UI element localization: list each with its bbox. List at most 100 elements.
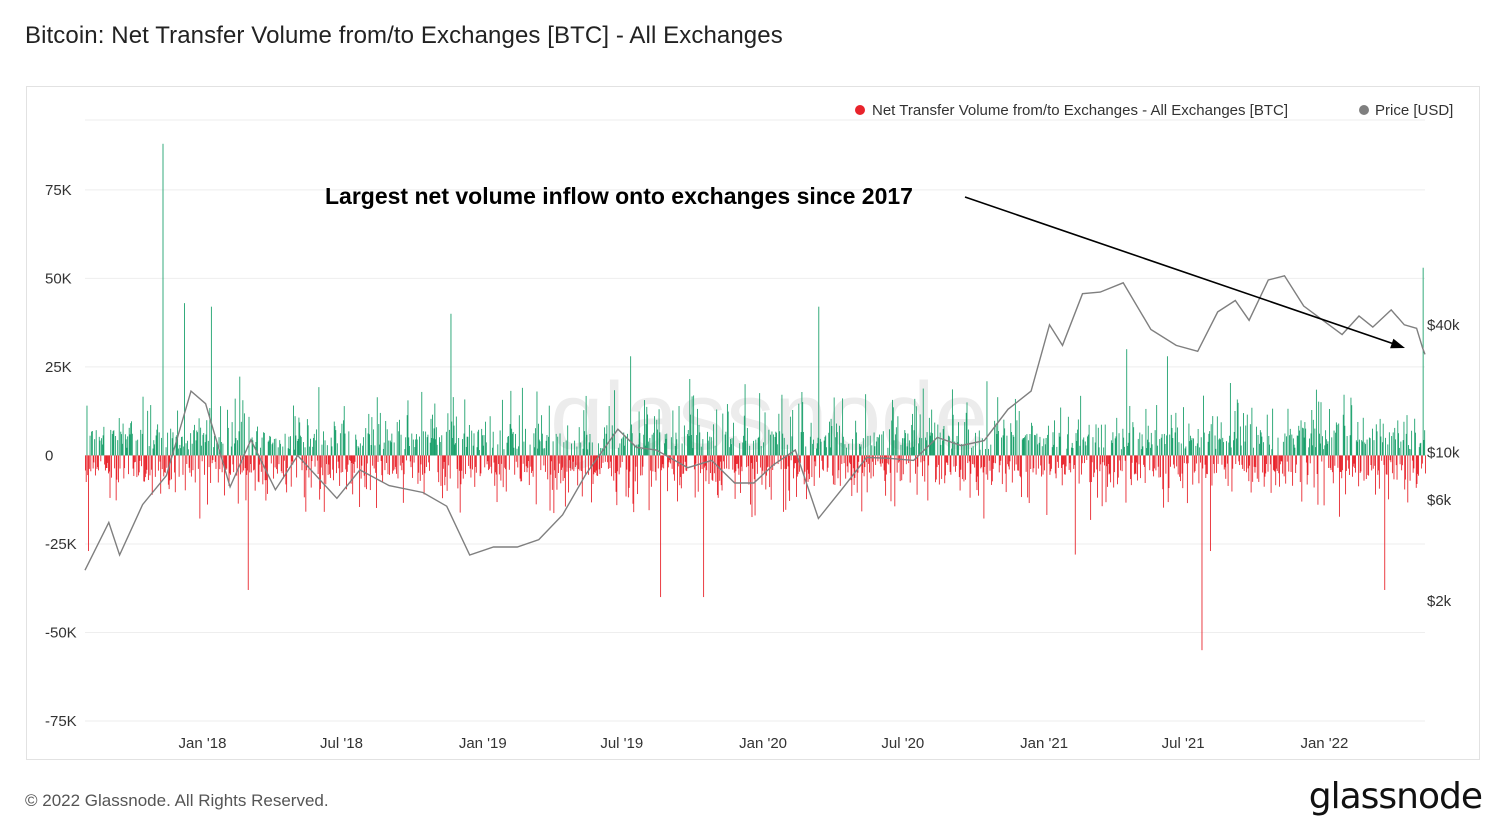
outflow-bar <box>975 455 977 482</box>
inflow-bar <box>355 434 357 456</box>
inflow-bar <box>1392 432 1394 456</box>
outflow-bar <box>320 455 322 468</box>
inflow-bar <box>1001 437 1002 456</box>
outflow-bar <box>281 455 283 474</box>
y-tick-label: -50K <box>45 624 77 641</box>
outflow-bar <box>1074 455 1076 555</box>
outflow-bar <box>438 455 440 483</box>
outflow-bar <box>1411 455 1413 461</box>
inflow-bar <box>1314 428 1316 456</box>
outflow-bar <box>1391 455 1393 474</box>
inflow-bar <box>627 433 629 456</box>
outflow-bar <box>249 455 251 473</box>
outflow-bar <box>417 455 419 484</box>
inflow-bar <box>1139 432 1141 456</box>
inflow-bar <box>295 435 297 456</box>
outflow-bar <box>1105 455 1107 503</box>
outflow-bar <box>210 455 212 483</box>
outflow-bar <box>1201 455 1203 651</box>
inflow-bar <box>1024 435 1026 456</box>
outflow-bar <box>667 455 668 492</box>
outflow-bar <box>1348 455 1350 469</box>
inflow-bar <box>257 426 258 456</box>
inflow-bar <box>379 412 381 456</box>
inflow-bar <box>1029 434 1031 456</box>
outflow-bar <box>1130 455 1131 480</box>
outflow-bar <box>111 455 112 478</box>
price-tick-label: $2k <box>1427 593 1452 610</box>
outflow-bar <box>174 455 176 493</box>
outflow-bar <box>387 455 389 475</box>
outflow-bar <box>491 455 493 474</box>
inflow-bar <box>120 431 122 456</box>
inflow-bar <box>275 438 277 456</box>
outflow-bar <box>244 455 246 469</box>
outflow-bar <box>1051 455 1052 469</box>
outflow-bar <box>480 455 482 474</box>
outflow-bar <box>1247 455 1249 469</box>
inflow-bar <box>89 435 91 456</box>
outflow-bar <box>1281 455 1283 462</box>
outflow-bar <box>741 455 743 472</box>
inflow-bar <box>378 424 380 456</box>
outflow-bar <box>1140 455 1141 479</box>
outflow-bar <box>364 455 366 488</box>
inflow-bar <box>429 442 431 456</box>
outflow-bar <box>184 455 186 491</box>
outflow-bar <box>1048 455 1050 464</box>
outflow-bar <box>1020 455 1022 478</box>
outflow-bar <box>247 455 248 471</box>
outflow-bar <box>686 455 688 472</box>
inflow-bar <box>1228 442 1230 456</box>
x-tick-label: Jul '21 <box>1162 735 1205 752</box>
inflow-bar <box>690 434 692 456</box>
inflow-bar <box>1230 447 1232 456</box>
inflow-bar <box>623 432 625 456</box>
inflow-bar <box>1171 427 1173 456</box>
outflow-bar <box>118 455 119 483</box>
inflow-bar <box>389 440 391 456</box>
inflow-bar <box>1292 438 1294 456</box>
outflow-bar <box>243 455 245 471</box>
outflow-bar <box>901 455 903 481</box>
inflow-bar <box>1012 434 1014 456</box>
outflow-bar <box>846 455 848 467</box>
outflow-bar <box>920 455 922 463</box>
outflow-bar <box>465 455 466 475</box>
outflow-bar <box>1285 455 1287 484</box>
inflow-bar <box>101 444 103 456</box>
inflow-bar <box>544 448 546 456</box>
inflow-bar <box>906 446 908 456</box>
inflow-bar <box>538 439 540 456</box>
inflow-bar <box>1415 432 1416 456</box>
inflow-bar <box>1014 398 1016 456</box>
outflow-bar <box>1065 455 1067 467</box>
outflow-bar <box>104 455 106 465</box>
outflow-bar <box>767 455 769 467</box>
outflow-bar <box>90 455 92 472</box>
inflow-bar <box>1085 445 1087 456</box>
outflow-bar <box>382 455 384 482</box>
inflow-bar <box>1252 447 1254 456</box>
outflow-bar <box>1292 455 1294 486</box>
outflow-bar <box>838 455 840 471</box>
outflow-bar <box>116 455 118 480</box>
outflow-bar <box>254 455 256 491</box>
outflow-bar <box>1274 455 1276 472</box>
outflow-bar <box>718 455 720 469</box>
inflow-bar <box>299 422 301 456</box>
outflow-bar <box>139 455 141 461</box>
outflow-bar <box>329 455 331 475</box>
outflow-bar <box>564 455 566 507</box>
outflow-bar <box>974 455 976 468</box>
inflow-bar <box>921 438 923 456</box>
inflow-bar <box>330 437 332 456</box>
inflow-bar <box>370 445 372 456</box>
inflow-bar <box>1160 437 1162 456</box>
inflow-bar <box>769 434 771 456</box>
outflow-bar <box>226 455 228 469</box>
inflow-bar <box>1018 411 1020 456</box>
inflow-bar <box>1045 437 1047 456</box>
inflow-bar <box>910 447 912 456</box>
outflow-bar <box>872 455 874 477</box>
